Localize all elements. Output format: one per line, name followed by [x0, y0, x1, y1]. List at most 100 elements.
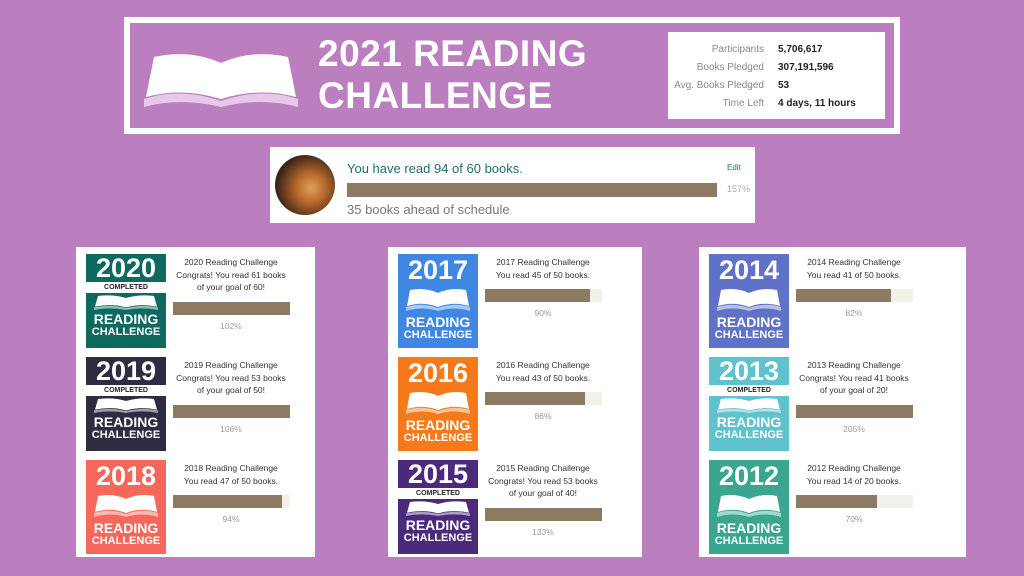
stat-label: Participants — [711, 43, 764, 55]
challenge-info: 2017 Reading Challenge You read 45 of 50… — [484, 256, 602, 320]
challenge-progress-fill — [172, 404, 290, 418]
past-challenges-column-1: 2020 COMPLETED READING CHALLENGE 2020 Re… — [76, 247, 315, 557]
challenge-item-2020[interactable]: 2020 COMPLETED READING CHALLENGE 2020 Re… — [76, 254, 315, 357]
challenge-title[interactable]: 2012 Reading Challenge — [807, 463, 901, 473]
challenge-badge[interactable]: 2019 COMPLETED READING CHALLENGE — [86, 357, 166, 451]
stat-value: 5,706,617 — [778, 43, 823, 55]
challenge-result: Congrats! You read 41 books of your goal… — [799, 372, 909, 396]
challenge-title[interactable]: 2015 Reading Challenge — [496, 463, 590, 473]
stat-avg-books: Avg. Books Pledged 53 — [668, 76, 885, 94]
badge-year: 2015 — [407, 460, 469, 489]
challenge-item-2019[interactable]: 2019 COMPLETED READING CHALLENGE 2019 Re… — [76, 357, 315, 460]
challenge-progress-bar — [795, 289, 913, 302]
edit-link[interactable]: Edit — [727, 163, 741, 172]
challenge-progress-bar — [795, 404, 913, 418]
badge-reading: READING — [716, 314, 782, 330]
challenge-progress-fill — [795, 289, 892, 302]
challenge-percent: 106% — [220, 423, 242, 434]
open-book-icon — [94, 295, 158, 310]
challenge-item-2017[interactable]: 2017 READING CHALLENGE 2017 Reading Chal… — [388, 254, 642, 357]
badge-year: 2019 — [95, 357, 157, 386]
challenge-badge[interactable]: 2015 COMPLETED READING CHALLENGE — [398, 460, 478, 554]
stat-value: 53 — [778, 79, 790, 91]
stats-box: Participants 5,706,617 Books Pledged 307,1… — [668, 32, 885, 119]
challenge-item-2014[interactable]: 2014 READING CHALLENGE 2014 Reading Chal… — [699, 254, 966, 357]
past-challenges-column-2: 2017 READING CHALLENGE 2017 Reading Chal… — [388, 247, 642, 557]
challenge-result: You read 41 of 50 books. — [806, 269, 902, 280]
challenge-title[interactable]: 2016 Reading Challenge — [496, 360, 590, 370]
challenge-progress-bar — [484, 289, 602, 302]
challenge-info: 2020 Reading Challenge Congrats! You rea… — [172, 256, 290, 332]
challenge-percent: 70% — [845, 514, 863, 524]
challenge-title[interactable]: 2017 Reading Challenge — [496, 257, 590, 267]
badge-challenge: CHALLENGE — [403, 432, 473, 444]
open-book-icon — [717, 495, 781, 517]
stat-label: Avg. Books Pledged — [674, 79, 764, 91]
completed-ribbon: COMPLETED — [86, 385, 166, 396]
progress-bar — [347, 183, 717, 197]
challenge-badge[interactable]: 2018 READING CHALLENGE — [86, 460, 166, 554]
challenge-item-2016[interactable]: 2016 READING CHALLENGE 2016 Reading Chal… — [388, 357, 642, 460]
title-line-1: 2021 READING — [318, 33, 588, 74]
challenge-title[interactable]: 2013 Reading Challenge — [807, 360, 901, 370]
open-book-icon — [406, 392, 470, 414]
challenge-progress-bar — [484, 392, 602, 405]
badge-challenge: CHALLENGE — [714, 429, 784, 441]
challenge-percent: 94% — [222, 514, 240, 524]
challenge-progress-fill — [172, 301, 290, 315]
badge-year: 2013 — [718, 357, 780, 386]
open-book-icon — [717, 398, 781, 413]
challenge-title[interactable]: 2014 Reading Challenge — [807, 257, 901, 267]
challenge-badge[interactable]: 2012 READING CHALLENGE — [709, 460, 789, 554]
challenge-badge[interactable]: 2014 READING CHALLENGE — [709, 254, 789, 348]
badge-year: 2018 — [95, 461, 157, 491]
challenge-title[interactable]: 2019 Reading Challenge — [184, 360, 278, 370]
challenge-item-2013[interactable]: 2013 COMPLETED READING CHALLENGE 2013 Re… — [699, 357, 966, 460]
challenge-title[interactable]: 2018 Reading Challenge — [184, 463, 278, 473]
challenge-badge[interactable]: 2013 COMPLETED READING CHALLENGE — [709, 357, 789, 451]
avatar[interactable] — [275, 155, 335, 215]
challenge-info: 2014 Reading Challenge You read 41 of 50… — [795, 256, 913, 320]
page-title: 2021 READING CHALLENGE — [318, 33, 587, 117]
badge-challenge: CHALLENGE — [403, 532, 473, 544]
challenge-badge[interactable]: 2017 READING CHALLENGE — [398, 254, 478, 348]
badge-reading: READING — [405, 417, 471, 433]
challenge-badge[interactable]: 2016 READING CHALLENGE — [398, 357, 478, 451]
current-progress-card: You have read 94 of 60 books. Edit 157% … — [270, 147, 755, 223]
badge-reading: READING — [93, 311, 159, 327]
open-book-icon — [406, 289, 470, 311]
challenge-result: You read 45 of 50 books. — [495, 269, 591, 280]
challenge-info: 2018 Reading Challenge You read 47 of 50… — [172, 462, 290, 526]
challenge-info: 2013 Reading Challenge Congrats! You rea… — [795, 359, 913, 435]
challenge-header: 2021 READING CHALLENGE Participants 5,706,… — [124, 17, 900, 134]
badge-year: 2017 — [407, 255, 469, 285]
challenge-item-2012[interactable]: 2012 READING CHALLENGE 2012 Reading Chal… — [699, 460, 966, 563]
schedule-status: 35 books ahead of schedule — [347, 202, 510, 217]
challenge-progress-fill — [484, 507, 602, 521]
challenge-progress-bar — [172, 495, 290, 508]
challenge-progress-fill — [172, 495, 283, 508]
challenge-item-2015[interactable]: 2015 COMPLETED READING CHALLENGE 2015 Re… — [388, 460, 642, 563]
challenge-progress-bar — [795, 495, 913, 508]
challenge-progress-fill — [795, 495, 878, 508]
challenge-result: You read 43 of 50 books. — [495, 372, 591, 383]
progress-text[interactable]: You have read 94 of 60 books. — [347, 161, 523, 176]
challenge-progress-fill — [484, 289, 590, 302]
challenge-progress-fill — [484, 392, 586, 405]
challenge-info: 2019 Reading Challenge Congrats! You rea… — [172, 359, 290, 435]
challenge-info: 2012 Reading Challenge You read 14 of 20… — [795, 462, 913, 526]
challenge-badge[interactable]: 2020 COMPLETED READING CHALLENGE — [86, 254, 166, 348]
badge-challenge: CHALLENGE — [91, 326, 161, 338]
challenge-percent: 102% — [220, 320, 242, 331]
badge-year: 2014 — [718, 255, 780, 285]
challenge-item-2018[interactable]: 2018 READING CHALLENGE 2018 Reading Chal… — [76, 460, 315, 563]
open-book-icon — [717, 289, 781, 311]
progress-percent: 157% — [727, 184, 751, 194]
challenge-title[interactable]: 2020 Reading Challenge — [184, 257, 278, 267]
challenge-info: 2016 Reading Challenge You read 43 of 50… — [484, 359, 602, 423]
open-book-icon — [94, 398, 158, 413]
badge-challenge: CHALLENGE — [403, 329, 473, 341]
challenge-result: You read 47 of 50 books. — [183, 475, 279, 486]
badge-reading: READING — [716, 520, 782, 536]
badge-reading: READING — [93, 520, 159, 536]
